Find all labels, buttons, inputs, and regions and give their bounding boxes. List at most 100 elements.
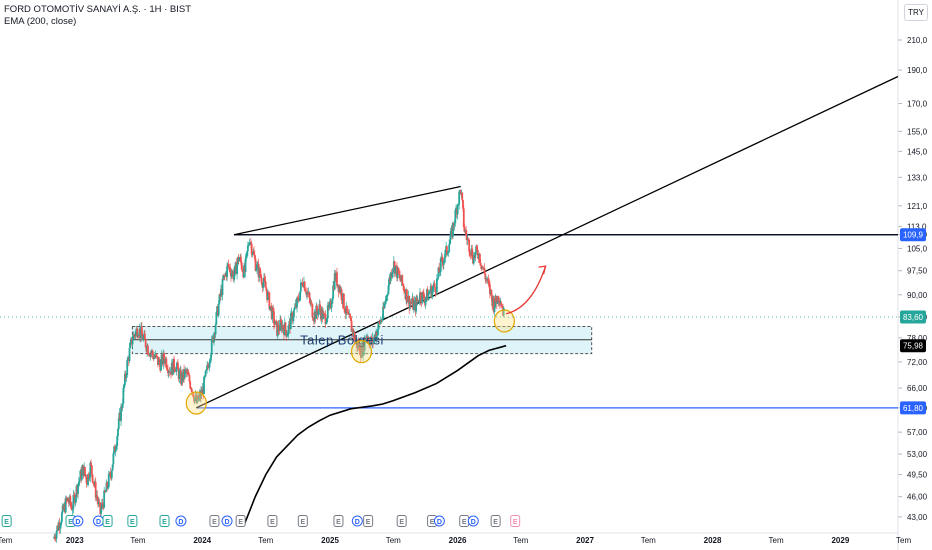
candle-body: [197, 396, 200, 401]
candle-body: [111, 464, 114, 471]
candle-body: [136, 328, 139, 338]
candle-body: [397, 267, 400, 274]
y-tick-label: 145,0: [907, 147, 928, 156]
x-tick-label: Tem: [386, 536, 401, 545]
candle-body: [454, 209, 457, 224]
event-badge-label: E: [4, 519, 9, 526]
candle-body: [429, 292, 431, 294]
candle-body: [292, 316, 295, 321]
candle-body: [240, 262, 243, 270]
candle-body: [482, 266, 484, 269]
candle-body: [380, 320, 383, 321]
candle-body: [501, 306, 504, 308]
x-tick-label: Tem: [258, 536, 273, 545]
candle-body: [104, 490, 106, 493]
earnings-event-badge: [510, 515, 521, 527]
demand-zone-label[interactable]: Talep Bölgesi: [300, 332, 384, 347]
candle-body: [60, 512, 63, 522]
candle-body: [240, 256, 242, 263]
candle-body: [424, 300, 427, 304]
candle-body: [143, 333, 146, 340]
candle-body: [90, 465, 93, 475]
x-tick-label: Tem: [0, 536, 13, 545]
candle-body: [493, 307, 496, 313]
projection-arrow: [505, 265, 547, 315]
candle-body: [323, 312, 325, 315]
y-tick-label: 113,0: [907, 222, 927, 231]
candle-body: [69, 496, 72, 505]
candle-body: [213, 333, 215, 343]
candle-body: [131, 339, 134, 345]
candle-body: [421, 292, 424, 303]
candle-body: [109, 472, 112, 476]
y-tick-label: 97,50: [907, 267, 928, 276]
candle-body: [372, 338, 375, 343]
candle-body: [125, 375, 128, 378]
candle-body: [124, 373, 126, 386]
candle-body: [417, 299, 420, 302]
candle-body: [259, 268, 262, 276]
indicator-label: EMA (200, close): [4, 16, 77, 27]
x-tick-label: Tem: [130, 536, 145, 545]
candle-body: [415, 298, 418, 312]
candle-body: [301, 282, 304, 286]
candle-body: [85, 476, 88, 484]
candle-body: [221, 278, 224, 296]
candle-body: [250, 242, 252, 244]
candle-body: [222, 278, 225, 280]
event-badge-label: E: [493, 519, 498, 526]
candle-body: [193, 397, 196, 402]
candle-body: [284, 322, 287, 331]
candle-body: [446, 253, 449, 255]
candle-body: [299, 282, 302, 292]
candle-body: [412, 302, 415, 310]
candle-body: [475, 246, 478, 250]
candle-body: [401, 275, 404, 284]
candle-body: [101, 503, 104, 505]
candle-body: [260, 275, 262, 279]
candle-body: [144, 339, 147, 348]
candle-body: [273, 324, 276, 325]
event-badge-label: E: [300, 519, 305, 526]
x-tick-label: 2027: [576, 536, 594, 545]
x-tick-label: 2028: [704, 536, 722, 545]
candle-body: [205, 369, 208, 371]
candle-body: [474, 252, 477, 258]
y-tick-label: 133,0: [907, 173, 928, 182]
candle-body: [272, 307, 275, 312]
candle-body: [245, 253, 248, 259]
candle-body: [149, 352, 152, 357]
candle-body: [177, 362, 179, 369]
earnings-event-badge: [209, 515, 220, 527]
currency-button[interactable]: TRY: [904, 4, 928, 21]
candle-body: [287, 325, 290, 334]
earnings-event-badge: [1, 515, 12, 527]
candle-body: [324, 314, 327, 325]
candle-body: [462, 208, 465, 228]
candle-body: [263, 277, 266, 282]
candle-body: [434, 287, 437, 293]
candle-body: [279, 319, 282, 322]
candle-body: [402, 286, 405, 291]
level-price-label: 109,9: [903, 231, 924, 240]
candle-body: [88, 476, 91, 479]
event-badge-label: E: [399, 519, 404, 526]
event-badge-label: D: [178, 519, 183, 526]
x-tick-label: 2029: [831, 536, 849, 545]
candle-body: [484, 273, 487, 280]
candle-body: [310, 302, 313, 305]
projection-arrow-head: [538, 265, 547, 275]
x-tick-label: Tem: [513, 536, 528, 545]
candle-body: [299, 291, 302, 301]
candle-body: [96, 495, 99, 500]
candle-body: [246, 251, 248, 254]
x-tick-label: Tem: [896, 536, 911, 545]
candle-body: [99, 502, 102, 515]
earnings-event-badge: [159, 515, 170, 527]
candle-body: [236, 264, 238, 275]
earnings-event-badge: [396, 515, 407, 527]
candle-body: [233, 266, 236, 276]
